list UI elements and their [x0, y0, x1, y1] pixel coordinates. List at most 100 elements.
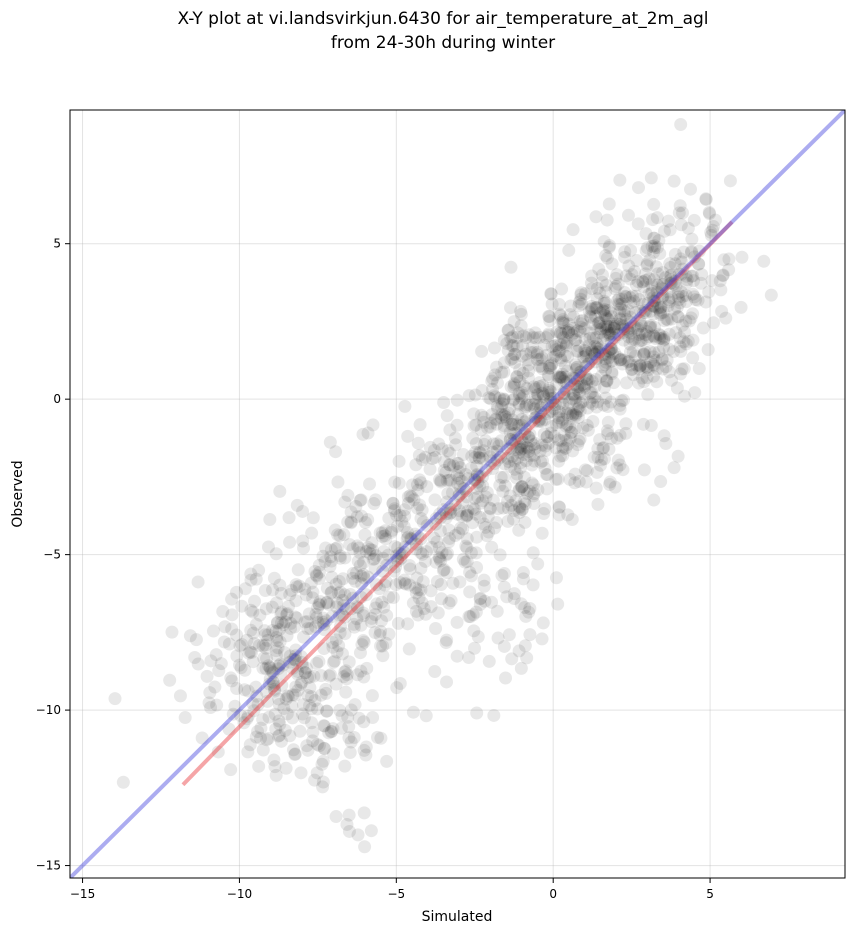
- data-point: [599, 363, 613, 377]
- data-point: [330, 541, 344, 555]
- data-point: [325, 609, 339, 623]
- data-point: [599, 278, 613, 292]
- data-point: [315, 757, 329, 771]
- data-point: [535, 526, 549, 540]
- data-point: [381, 548, 395, 562]
- data-point: [330, 600, 344, 614]
- data-point: [535, 362, 549, 376]
- data-point: [191, 575, 205, 589]
- data-point: [626, 368, 640, 382]
- data-point: [679, 337, 693, 351]
- data-point: [401, 617, 415, 631]
- data-point: [458, 555, 472, 569]
- data-point: [495, 397, 509, 411]
- data-point: [512, 386, 526, 400]
- data-point: [515, 392, 529, 406]
- data-point: [459, 484, 473, 498]
- data-point: [676, 289, 690, 303]
- data-point: [446, 459, 460, 473]
- data-point: [623, 321, 637, 335]
- data-point: [433, 507, 447, 521]
- data-point: [204, 700, 218, 714]
- data-point: [722, 263, 736, 277]
- data-point: [646, 213, 660, 227]
- data-point: [543, 405, 557, 419]
- data-point: [412, 448, 426, 462]
- data-point: [558, 349, 572, 363]
- data-point: [554, 326, 568, 340]
- data-point: [572, 475, 586, 489]
- data-point: [702, 285, 716, 299]
- data-point: [552, 500, 566, 514]
- data-point: [324, 543, 338, 557]
- data-point: [270, 631, 284, 645]
- data-point: [508, 376, 522, 390]
- data-point: [578, 343, 592, 357]
- data-point: [648, 294, 662, 308]
- data-point: [513, 442, 527, 456]
- data-point: [439, 507, 453, 521]
- data-point: [644, 320, 658, 334]
- data-point: [685, 232, 699, 246]
- data-point: [555, 415, 569, 429]
- data-point: [266, 666, 280, 680]
- data-point: [470, 468, 484, 482]
- data-point: [473, 479, 487, 493]
- data-point: [609, 279, 623, 293]
- data-point: [599, 285, 613, 299]
- data-point: [519, 414, 533, 428]
- data-point: [497, 421, 511, 435]
- data-point: [350, 612, 364, 626]
- data-point: [390, 508, 404, 522]
- data-point: [442, 596, 456, 610]
- data-point: [565, 328, 579, 342]
- data-point: [517, 415, 531, 429]
- data-point: [474, 423, 488, 437]
- data-point: [582, 338, 596, 352]
- data-point: [600, 213, 614, 227]
- data-point: [482, 391, 496, 405]
- data-point: [337, 528, 351, 542]
- data-point: [527, 487, 541, 501]
- data-point: [413, 498, 427, 512]
- data-point: [688, 250, 702, 264]
- data-point: [674, 285, 688, 299]
- data-point: [317, 719, 331, 733]
- data-point: [274, 734, 288, 748]
- data-point: [614, 302, 628, 316]
- data-point: [273, 635, 287, 649]
- data-point: [519, 331, 533, 345]
- data-point: [591, 395, 605, 409]
- data-point: [503, 433, 517, 447]
- data-point: [545, 339, 559, 353]
- data-point: [208, 680, 222, 694]
- data-point: [574, 320, 588, 334]
- data-point: [519, 454, 533, 468]
- data-point: [303, 699, 317, 713]
- data-point: [288, 747, 302, 761]
- data-point: [292, 579, 306, 593]
- data-point: [351, 828, 365, 842]
- data-point: [283, 655, 297, 669]
- data-point: [621, 303, 635, 317]
- data-point: [312, 572, 326, 586]
- data-point: [288, 610, 302, 624]
- data-point: [619, 417, 633, 431]
- data-point: [534, 401, 548, 415]
- data-point: [195, 731, 209, 745]
- data-point: [497, 365, 511, 379]
- data-point: [468, 445, 482, 459]
- data-point: [557, 336, 571, 350]
- data-point: [272, 692, 286, 706]
- data-point: [692, 257, 706, 271]
- data-point: [703, 207, 717, 221]
- data-point: [585, 282, 599, 296]
- data-point: [312, 558, 326, 572]
- data-point: [493, 478, 507, 492]
- data-point: [267, 753, 281, 767]
- data-point: [316, 754, 330, 768]
- data-point: [534, 414, 548, 428]
- data-point: [442, 458, 456, 472]
- data-point: [433, 511, 447, 525]
- data-point: [581, 401, 595, 415]
